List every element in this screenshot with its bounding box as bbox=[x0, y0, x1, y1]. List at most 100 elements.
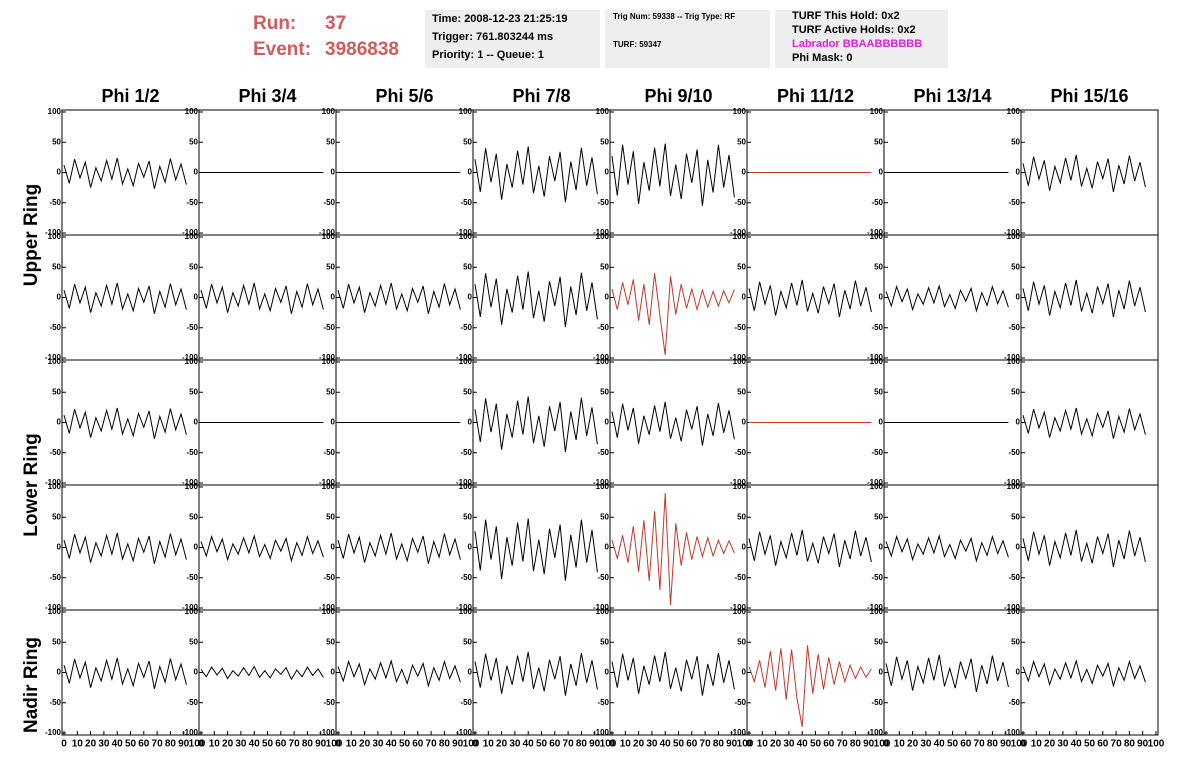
y-tick-label: 0 bbox=[605, 543, 610, 552]
y-tick-label: 100 bbox=[1007, 482, 1021, 491]
y-tick-label: -100 bbox=[593, 478, 610, 487]
y-tick-label: -50 bbox=[597, 448, 609, 457]
y-tick-label: 100 bbox=[185, 482, 199, 491]
y-tick-label: -100 bbox=[867, 728, 884, 737]
x-tick-label: 50 bbox=[536, 739, 548, 750]
x-tick-label: 0 bbox=[61, 739, 67, 750]
y-tick-label: 100 bbox=[870, 107, 884, 116]
x-tick-label: 70 bbox=[974, 739, 986, 750]
y-tick-label: 100 bbox=[48, 107, 62, 116]
y-tick-label: 100 bbox=[733, 482, 747, 491]
y-tick-label: -100 bbox=[593, 228, 610, 237]
waveform bbox=[1022, 407, 1146, 439]
y-tick-label: -100 bbox=[1004, 728, 1021, 737]
ring-label: Upper Ring bbox=[21, 184, 42, 286]
x-tick-label: 40 bbox=[249, 739, 261, 750]
y-tick-label: 100 bbox=[185, 232, 199, 241]
event: 3986838 bbox=[325, 39, 399, 60]
x-tick-label: 80 bbox=[850, 739, 862, 750]
x-tick-label: 20 bbox=[907, 739, 919, 750]
y-tick-label: -100 bbox=[456, 728, 473, 737]
y-tick-label: -100 bbox=[182, 603, 199, 612]
x-tick-label: 10 bbox=[620, 739, 632, 750]
y-tick-label: -100 bbox=[319, 728, 336, 737]
y-tick-label: 100 bbox=[596, 482, 610, 491]
y-tick-label: 0 bbox=[1016, 293, 1021, 302]
y-tick-label: -100 bbox=[1004, 478, 1021, 487]
x-tick-label: 50 bbox=[947, 739, 959, 750]
y-tick-label: 0 bbox=[194, 543, 199, 552]
x-tick-label: 10 bbox=[757, 739, 769, 750]
y-tick-label: 50 bbox=[737, 637, 746, 646]
priority: Priority: 1 -- Queue: 1 bbox=[432, 49, 544, 61]
y-tick-label: -100 bbox=[456, 353, 473, 362]
x-tick-label: 40 bbox=[797, 739, 809, 750]
y-tick-label: 50 bbox=[189, 512, 198, 521]
x-tick-label: 30 bbox=[98, 739, 110, 750]
y-tick-label: 0 bbox=[742, 668, 747, 677]
turf: TURF: 59347 bbox=[613, 40, 662, 49]
y-tick-label: 50 bbox=[874, 512, 883, 521]
waveform bbox=[1022, 279, 1146, 317]
y-tick-label: 0 bbox=[879, 668, 884, 677]
column-title: Phi 5/6 bbox=[375, 86, 433, 106]
waveform bbox=[748, 645, 872, 728]
y-tick-label: 50 bbox=[1011, 387, 1020, 396]
y-tick-label: -50 bbox=[1008, 323, 1020, 332]
ring-label: Nadir Ring bbox=[21, 637, 42, 733]
y-tick-label: -100 bbox=[319, 603, 336, 612]
y-tick-label: 100 bbox=[322, 107, 336, 116]
y-tick-label: 0 bbox=[194, 668, 199, 677]
y-tick-label: -50 bbox=[186, 573, 198, 582]
x-tick-label: 30 bbox=[235, 739, 247, 750]
y-tick-label: -50 bbox=[460, 573, 472, 582]
y-tick-label: 100 bbox=[870, 607, 884, 616]
x-tick-label: 80 bbox=[576, 739, 588, 750]
y-tick-label: 100 bbox=[185, 607, 199, 616]
y-tick-label: -100 bbox=[45, 478, 62, 487]
y-tick-label: 100 bbox=[596, 357, 610, 366]
column-title: Phi 1/2 bbox=[101, 86, 159, 106]
x-tick-label: 50 bbox=[1084, 739, 1096, 750]
y-tick-label: -100 bbox=[1004, 603, 1021, 612]
x-tick-label: 60 bbox=[823, 739, 835, 750]
waveform bbox=[474, 518, 598, 581]
y-tick-label: -50 bbox=[1008, 198, 1020, 207]
x-tick-label: 10 bbox=[483, 739, 495, 750]
waveform bbox=[63, 282, 187, 314]
x-tick-label: 90 bbox=[315, 739, 327, 750]
y-tick-label: 100 bbox=[733, 357, 747, 366]
y-tick-label: 0 bbox=[331, 293, 336, 302]
y-tick-label: 0 bbox=[1016, 418, 1021, 427]
y-tick-label: -50 bbox=[734, 573, 746, 582]
y-tick-label: 50 bbox=[326, 512, 335, 521]
y-tick-label: -50 bbox=[323, 323, 335, 332]
y-tick-label: 0 bbox=[742, 168, 747, 177]
x-tick-label: 50 bbox=[125, 739, 137, 750]
x-tick-label: 60 bbox=[960, 739, 972, 750]
y-tick-label: 100 bbox=[322, 357, 336, 366]
y-tick-label: 50 bbox=[463, 137, 472, 146]
y-tick-label: 100 bbox=[459, 232, 473, 241]
x-tick-label: 60 bbox=[686, 739, 698, 750]
y-tick-label: -50 bbox=[460, 698, 472, 707]
x-tick-label: 90 bbox=[726, 739, 738, 750]
column-title: Phi 11/12 bbox=[777, 86, 854, 106]
y-tick-label: 0 bbox=[879, 168, 884, 177]
time: Time: 2008-12-23 21:25:19 bbox=[432, 13, 568, 25]
y-tick-label: 0 bbox=[879, 543, 884, 552]
info-box bbox=[775, 10, 948, 68]
y-tick-label: 100 bbox=[459, 482, 473, 491]
column-title: Phi 9/10 bbox=[644, 86, 712, 106]
y-tick-label: -100 bbox=[867, 353, 884, 362]
y-tick-label: 50 bbox=[326, 387, 335, 396]
y-tick-label: -50 bbox=[323, 573, 335, 582]
y-tick-label: -50 bbox=[323, 448, 335, 457]
x-tick-label: 10 bbox=[1031, 739, 1043, 750]
x-tick-label: 0 bbox=[472, 739, 478, 750]
y-tick-label: 0 bbox=[1016, 543, 1021, 552]
y-tick-label: -100 bbox=[730, 478, 747, 487]
waveform bbox=[200, 665, 324, 681]
y-tick-label: -100 bbox=[593, 728, 610, 737]
